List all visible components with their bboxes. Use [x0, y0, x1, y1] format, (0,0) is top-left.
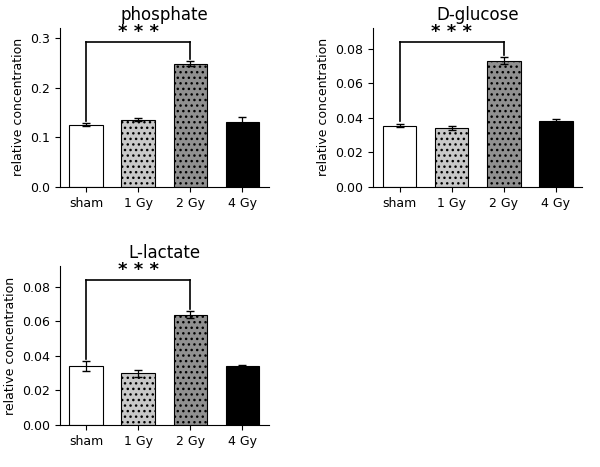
- Bar: [487, 61, 521, 187]
- Bar: [70, 125, 103, 187]
- Bar: [70, 366, 103, 425]
- Y-axis label: relative concentration: relative concentration: [317, 38, 330, 177]
- Text: * * *: * * *: [431, 23, 472, 41]
- Bar: [434, 128, 469, 187]
- Bar: [121, 120, 155, 187]
- Bar: [383, 126, 416, 187]
- Bar: [121, 373, 155, 425]
- Y-axis label: relative concentration: relative concentration: [12, 38, 25, 177]
- Bar: [173, 64, 208, 187]
- Title: D-glucose: D-glucose: [436, 6, 519, 24]
- Bar: [539, 121, 572, 187]
- Y-axis label: relative concentration: relative concentration: [4, 276, 17, 415]
- Title: phosphate: phosphate: [121, 6, 208, 24]
- Title: L-lactate: L-lactate: [128, 244, 200, 262]
- Text: * * *: * * *: [118, 23, 159, 41]
- Bar: [173, 314, 208, 425]
- Bar: [226, 366, 259, 425]
- Text: * * *: * * *: [118, 261, 159, 279]
- Bar: [226, 122, 259, 187]
